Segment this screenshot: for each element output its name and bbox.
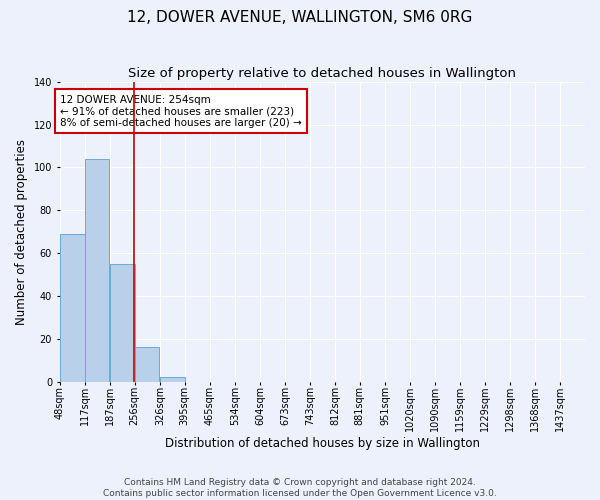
X-axis label: Distribution of detached houses by size in Wallington: Distribution of detached houses by size … [165,437,480,450]
Title: Size of property relative to detached houses in Wallington: Size of property relative to detached ho… [128,68,517,80]
Bar [134,348,160,382]
Text: 12 DOWER AVENUE: 254sqm
← 91% of detached houses are smaller (223)
8% of semi-de: 12 DOWER AVENUE: 254sqm ← 91% of detache… [61,94,302,128]
Bar [110,264,134,382]
Text: Contains HM Land Registry data © Crown copyright and database right 2024.
Contai: Contains HM Land Registry data © Crown c… [103,478,497,498]
Y-axis label: Number of detached properties: Number of detached properties [15,138,28,324]
Bar [85,159,109,382]
Bar [59,234,85,382]
Text: 12, DOWER AVENUE, WALLINGTON, SM6 0RG: 12, DOWER AVENUE, WALLINGTON, SM6 0RG [127,10,473,25]
Bar [160,378,185,382]
